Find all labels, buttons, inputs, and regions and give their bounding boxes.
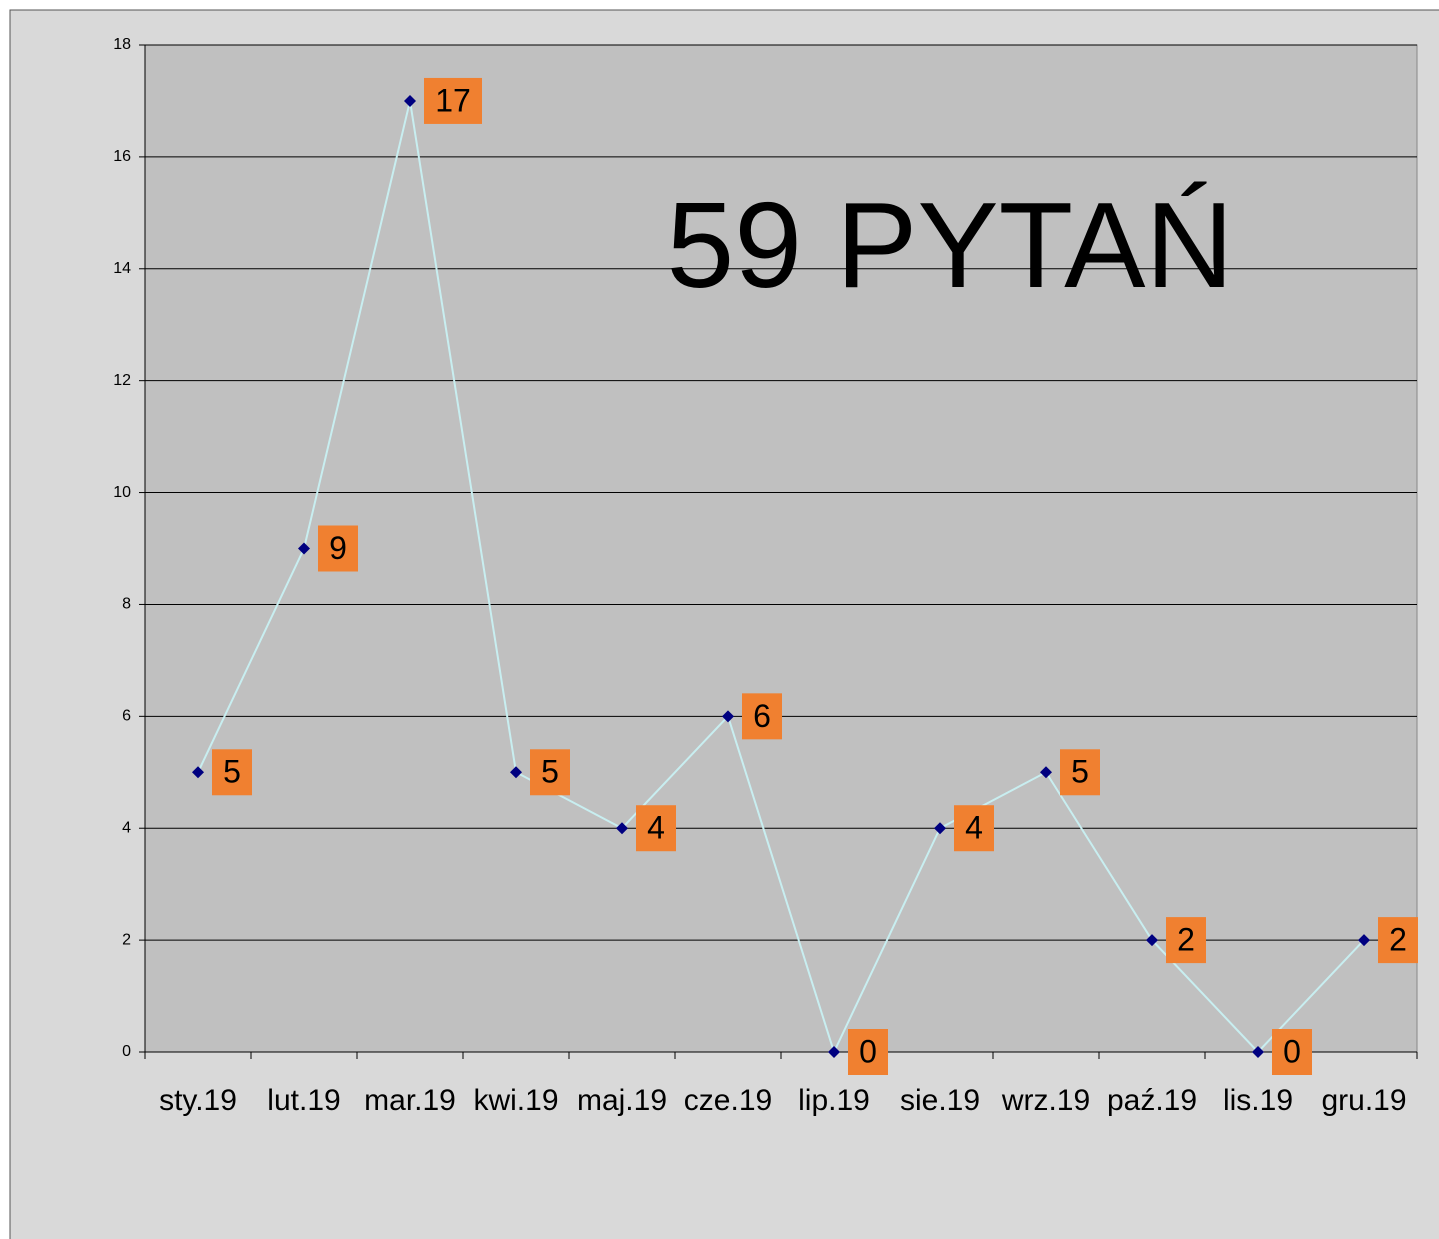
x-tick-label: cze.19 — [684, 1084, 772, 1117]
marker — [1252, 1046, 1264, 1058]
data-label: 0 — [859, 1033, 877, 1069]
x-tick-label: gru.19 — [1321, 1084, 1406, 1117]
data-label: 2 — [1389, 922, 1407, 958]
data-label-box — [636, 805, 676, 852]
data-label-box — [848, 1029, 888, 1075]
y-tick-label: 8 — [122, 596, 131, 613]
x-tick-label: paź.19 — [1107, 1084, 1197, 1117]
data-label-box — [1378, 917, 1418, 964]
marker — [722, 710, 734, 723]
x-tick-label: kwi.19 — [473, 1084, 558, 1117]
data-label-box — [1060, 749, 1100, 796]
marker — [298, 542, 310, 555]
y-tick-label: 14 — [113, 260, 131, 277]
y-tick-label: 6 — [122, 708, 131, 725]
x-tick-label: sty.19 — [159, 1084, 237, 1117]
marker — [404, 94, 416, 107]
marker — [1146, 934, 1158, 947]
data-label: 0 — [1283, 1033, 1301, 1069]
x-tick-label: mar.19 — [364, 1084, 456, 1117]
data-label: 4 — [647, 810, 665, 846]
data-label: 9 — [329, 530, 347, 566]
y-tick-label: 0 — [122, 1043, 131, 1060]
marker — [828, 1046, 840, 1058]
x-tick-label: sie.19 — [900, 1084, 980, 1117]
x-tick-label: lut.19 — [267, 1084, 340, 1117]
data-label-box — [1166, 917, 1206, 964]
y-tick-label: 10 — [113, 484, 131, 501]
data-label: 17 — [435, 82, 471, 118]
data-label-box — [212, 749, 252, 796]
data-label: 6 — [753, 698, 771, 734]
data-label-box — [318, 525, 358, 572]
marker — [616, 822, 628, 835]
x-tick-label: lip.19 — [798, 1084, 870, 1117]
data-label: 5 — [223, 754, 241, 790]
y-tick-label: 16 — [113, 148, 131, 165]
y-tick-label: 2 — [122, 931, 131, 948]
data-label-box — [742, 693, 782, 740]
data-label-box — [424, 77, 482, 124]
marker — [1358, 934, 1370, 947]
data-label-box — [954, 805, 994, 852]
y-tick-label: 18 — [113, 36, 131, 53]
annotation: 59 PYTAŃ — [666, 177, 1233, 313]
data-label-box — [1272, 1029, 1312, 1075]
data-label: 5 — [541, 754, 559, 790]
marker — [192, 766, 204, 779]
data-label-box — [530, 749, 570, 796]
marker — [510, 766, 522, 779]
marker — [934, 822, 946, 835]
x-tick-label: maj.19 — [577, 1084, 667, 1117]
y-tick-label: 12 — [113, 372, 131, 389]
x-tick-label: wrz.19 — [1001, 1084, 1090, 1117]
data-label: 4 — [965, 810, 983, 846]
x-tick-label: lis.19 — [1223, 1084, 1293, 1117]
marker — [1040, 766, 1052, 779]
data-label: 5 — [1071, 754, 1089, 790]
y-tick-label: 4 — [122, 819, 131, 836]
data-label: 2 — [1177, 922, 1195, 958]
